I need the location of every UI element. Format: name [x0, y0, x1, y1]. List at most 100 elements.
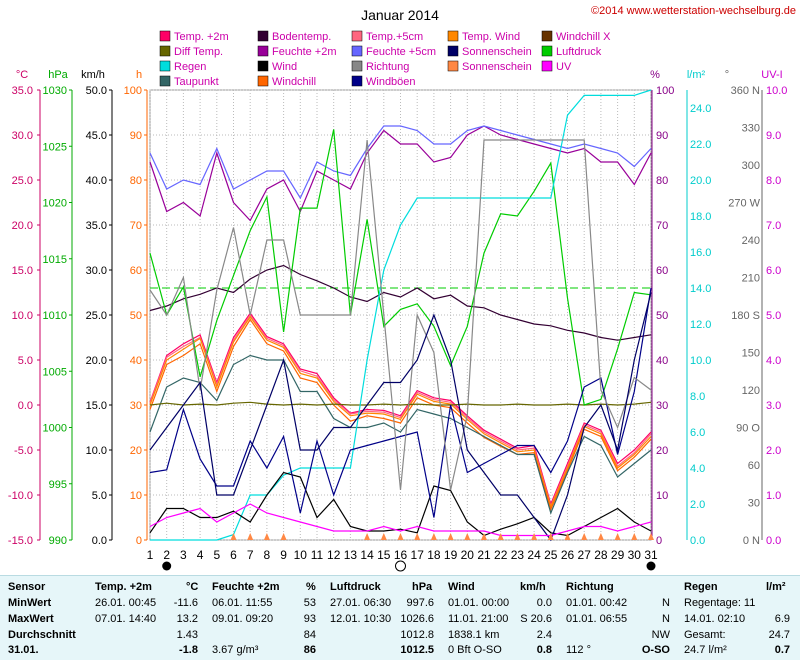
temp-tick-label: 15.0	[12, 265, 33, 277]
day-label: 24	[527, 548, 541, 562]
wind-tick-label: 0.0	[92, 535, 107, 547]
legend-swatch	[447, 30, 459, 42]
direction-tick-label: 330	[742, 123, 760, 135]
hum-value: 84	[303, 629, 316, 641]
wind-datetime: 11.01. 21:00	[448, 613, 509, 625]
pressure-tick-label: 995	[49, 479, 67, 491]
series-line-bodentemp-	[149, 264, 652, 341]
row-label: MaxWert	[8, 613, 54, 625]
pressure-tick-label: 1025	[43, 141, 67, 153]
sunshine-marker	[648, 533, 654, 540]
temp-tick-label: 5.0	[18, 355, 33, 367]
day-label: 1	[147, 548, 154, 562]
rain-tick-label: 12.0	[690, 319, 711, 331]
direction-axis-title: °	[725, 69, 729, 81]
hdr-humidity: Feuchte +2m	[212, 581, 280, 593]
hum-value: 93	[303, 613, 316, 625]
rain-tick-label: 14.0	[690, 283, 711, 295]
wind-tick-label: 40.0	[86, 175, 107, 187]
day-label: 8	[264, 548, 271, 562]
legend-swatch	[541, 45, 553, 57]
rain-value: 0.7	[774, 644, 790, 656]
direction-tick-label: 300	[742, 160, 760, 172]
legend-swatch	[351, 30, 363, 42]
rain-tick-label: 4.0	[690, 463, 705, 475]
humidity-tick-label: 40	[656, 355, 668, 367]
dir-datetime: 01.01. 00:42	[566, 597, 628, 609]
pressure-tick-label: 1005	[43, 366, 67, 378]
rain-tick-label: 24.0	[690, 103, 711, 115]
hdr-temp-unit: °C	[186, 581, 199, 593]
hdr-direction: Richtung	[566, 581, 614, 593]
temp-tick-label: -10.0	[8, 490, 33, 502]
sunshine-marker	[230, 533, 237, 540]
uv-tick-label: 5.0	[766, 310, 781, 322]
rain-tick-label: 10.0	[690, 355, 711, 367]
uv-tick-label: 7.0	[766, 220, 781, 232]
legend-swatch	[257, 45, 269, 57]
sun-tick-label: 80	[130, 175, 142, 187]
press-value: 1026.6	[400, 613, 434, 625]
legend-swatch	[541, 30, 553, 42]
sunshine-marker	[364, 533, 371, 540]
row-label: MinWert	[8, 597, 52, 609]
humidity-tick-label: 70	[656, 220, 668, 232]
day-label: 3	[180, 548, 187, 562]
day-label: 19	[444, 548, 458, 562]
legend-label: Windchill X	[556, 31, 611, 43]
pressure-tick-label: 1000	[43, 423, 67, 435]
humidity-tick-label: 60	[656, 265, 668, 277]
sun-tick-label: 70	[130, 220, 142, 232]
dir-datetime: 112 °	[566, 644, 591, 656]
wind-tick-label: 45.0	[86, 130, 107, 142]
humidity-tick-label: 50	[656, 310, 668, 322]
press-value: 1012.8	[400, 629, 434, 641]
statistics-panel: Sensor Temp. +2m °C Feuchte +2m % Luftdr…	[0, 575, 800, 660]
rain-tick-label: 6.0	[690, 427, 705, 439]
row-label: 31.01.	[8, 644, 39, 656]
legend-swatch	[159, 30, 171, 42]
uv-tick-label: 3.0	[766, 400, 781, 412]
sun-tick-label: 0	[136, 535, 142, 547]
day-label: 18	[427, 548, 441, 562]
rain-axis-title: l/m²	[687, 69, 706, 81]
wind-datetime: 0 Bft O-SO	[448, 644, 502, 656]
legend-swatch	[159, 45, 171, 57]
pressure-tick-label: 1030	[43, 85, 67, 97]
dir-value: N	[662, 597, 670, 609]
sunshine-marker	[464, 533, 471, 540]
uv-tick-label: 8.0	[766, 175, 781, 187]
sun-tick-label: 60	[130, 265, 142, 277]
sun-tick-label: 50	[130, 310, 142, 322]
uv-tick-label: 1.0	[766, 490, 781, 502]
day-label: 10	[294, 548, 308, 562]
legend-swatch	[541, 60, 553, 72]
sunshine-marker	[447, 533, 454, 540]
direction-tick-label: 30	[748, 498, 760, 510]
day-label: 27	[578, 548, 592, 562]
legend-swatch	[159, 60, 171, 72]
pressure-tick-label: 1015	[43, 254, 67, 266]
direction-tick-label: 180 S	[731, 310, 760, 322]
wind-tick-label: 50.0	[86, 85, 107, 97]
hum-datetime: 06.01. 11:55	[212, 597, 273, 609]
dir-value: O-SO	[641, 644, 670, 656]
temp-axis-title: °C	[16, 69, 28, 81]
temp-tick-label: 10.0	[12, 310, 33, 322]
wind-axis-title: km/h	[81, 69, 105, 81]
series-line-richtung	[149, 139, 652, 491]
uv-tick-label: 10.0	[766, 85, 787, 97]
sun-tick-label: 30	[130, 400, 142, 412]
day-label: 23	[511, 548, 525, 562]
legend-label: Windböen	[366, 76, 416, 88]
legend-label: Regen	[174, 61, 206, 73]
temp-tick-label: 30.0	[12, 130, 33, 142]
uv-tick-label: 2.0	[766, 445, 781, 457]
series-line-feuchte-5cm	[149, 125, 652, 200]
sunshine-marker	[631, 533, 638, 540]
rain-label: Gesamt:	[684, 629, 726, 641]
wind-value: 0.8	[536, 644, 552, 656]
legend-label: Richtung	[366, 61, 409, 73]
rain-tick-label: 2.0	[690, 499, 705, 511]
rain-value: 24.7	[768, 629, 790, 641]
